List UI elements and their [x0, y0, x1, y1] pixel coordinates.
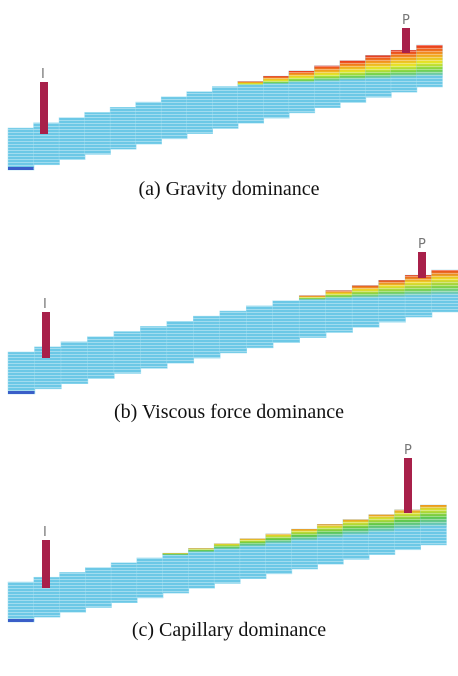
block-stripes — [161, 97, 187, 139]
block-stripes — [340, 61, 366, 103]
block-stripes — [163, 553, 189, 593]
injector-well — [42, 312, 50, 358]
block-stripes — [238, 81, 264, 123]
block-stripes — [111, 563, 137, 603]
figure: I P (a) Gravity dominance I P (b) Viscous fo… — [0, 0, 458, 676]
block-stripes — [87, 337, 114, 379]
block-stripes — [263, 76, 289, 118]
injector-well — [42, 540, 50, 588]
caption: (c) Capillary dominance — [132, 619, 326, 641]
block-stripes — [369, 515, 395, 555]
block-stripes — [188, 548, 214, 588]
producer-well — [404, 458, 412, 513]
producer-well — [418, 252, 426, 278]
block-stripes — [266, 534, 292, 574]
block-stripes — [85, 112, 111, 154]
block-stripes — [317, 524, 343, 564]
producer-well — [402, 28, 410, 53]
block-stripes — [60, 572, 86, 612]
block-stripes — [289, 71, 315, 113]
block-stripes — [187, 92, 213, 134]
block-stripes — [291, 529, 317, 569]
block-stripes — [167, 321, 194, 363]
bottom-strip — [8, 619, 34, 622]
block-stripes — [193, 316, 220, 358]
block-stripes — [220, 311, 247, 353]
producer-label: P — [402, 13, 410, 28]
block-stripes — [352, 285, 379, 327]
producer-label: P — [418, 237, 426, 252]
caption: (b) Viscous force dominance — [114, 401, 344, 423]
block-stripes — [394, 510, 420, 550]
bottom-strip — [8, 167, 34, 170]
block-stripes — [314, 66, 340, 108]
block-stripes — [343, 519, 369, 559]
block-stripes — [110, 107, 136, 149]
bottom-strip — [8, 391, 34, 394]
panel: I P (a) Gravity dominance — [8, 13, 443, 200]
block-stripes — [379, 280, 406, 322]
panel: I P (c) Capillary dominance — [8, 443, 447, 641]
block-stripes — [420, 505, 446, 545]
block-stripes — [136, 102, 162, 144]
block-stripes — [405, 275, 432, 317]
injector-label: I — [43, 297, 47, 312]
block-stripes — [137, 558, 163, 598]
block-stripes — [140, 326, 167, 368]
block-stripes — [59, 118, 85, 160]
injector-label: I — [43, 525, 47, 540]
caption: (a) Gravity dominance — [138, 178, 319, 200]
block-stripes — [391, 50, 417, 92]
injector-well — [40, 82, 48, 134]
block-stripes — [114, 332, 141, 374]
block-stripes — [8, 128, 34, 170]
block-stripes — [8, 352, 35, 394]
block-stripes — [432, 270, 458, 312]
block-stripes — [326, 291, 353, 333]
block-stripes — [299, 296, 326, 338]
block-stripes — [212, 87, 238, 129]
block-stripes — [246, 306, 273, 348]
block-stripes — [273, 301, 300, 343]
block-stripes — [240, 539, 266, 579]
block-stripes — [8, 582, 34, 622]
block-stripes — [61, 342, 88, 384]
block-stripes — [365, 55, 391, 97]
injector-label: I — [41, 67, 45, 82]
producer-label: P — [404, 443, 412, 458]
block-stripes — [214, 544, 240, 584]
block-stripes — [85, 568, 111, 608]
panel: I P (b) Viscous force dominance — [8, 237, 458, 423]
block-stripes — [416, 45, 442, 87]
